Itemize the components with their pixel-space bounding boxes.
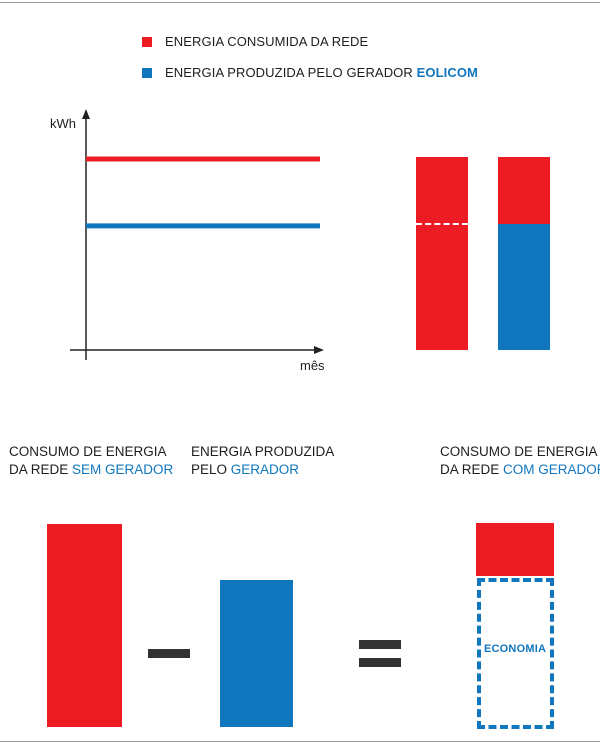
caption-without-accent: SEM GERADOR: [72, 462, 174, 477]
caption-with-generator: CONSUMO DE ENERGIA DA REDE COM GERADOR: [440, 443, 600, 479]
red-square-icon: [142, 36, 152, 47]
legend-item-consumed: ENERGIA CONSUMIDA DA REDE: [142, 34, 368, 49]
bar-energy-produced: [220, 580, 293, 727]
legend-item-produced: ENERGIA PRODUZIDA PELO GERADOR EOLICOM: [142, 65, 478, 80]
caption-produced-accent: GERADOR: [230, 462, 300, 477]
caption-without-line1: CONSUMO DE ENERGIA: [9, 444, 167, 459]
bar-with-generator-top-blue: [498, 224, 550, 350]
minus-sign-icon: [148, 649, 190, 658]
bar-without-generator-top: [416, 157, 468, 350]
legend-produced-text: ENERGIA PRODUZIDA PELO GERADOR: [165, 65, 417, 80]
caption-with-prefix: DA REDE: [440, 462, 504, 477]
bar-consumption-without-generator: [47, 524, 122, 727]
y-axis-arrow-icon: [82, 109, 90, 119]
caption-produced-prefix: PELO: [191, 462, 231, 477]
x-axis-label: mês: [300, 358, 325, 373]
bottom-border: [0, 741, 600, 742]
blue-square-icon: [142, 67, 152, 78]
y-axis-label: kWh: [50, 116, 76, 131]
line-chart: [70, 109, 324, 360]
x-axis-arrow-icon: [314, 346, 324, 354]
caption-produced-line1: ENERGIA PRODUZIDA: [191, 444, 335, 459]
legend-label-consumed: ENERGIA CONSUMIDA DA REDE: [165, 34, 369, 49]
savings-dashed-box: [477, 578, 554, 729]
bar-with-generator-top-red: [498, 157, 550, 224]
caption-with-line2: DA REDE COM GERADOR: [440, 461, 600, 479]
caption-without-generator: CONSUMO DE ENERGIA DA REDE SEM GERADOR: [9, 443, 173, 479]
bar-consumption-with-generator: [476, 523, 554, 576]
savings-label: ECONOMIA: [484, 643, 547, 655]
brand-name: EOLICOM: [416, 65, 478, 80]
threshold-dashed-line: [416, 223, 468, 225]
caption-produced-line2: PELO GERADOR: [191, 461, 334, 479]
top-border: [0, 2, 600, 3]
caption-without-prefix: DA REDE: [9, 462, 73, 477]
legend-label-produced: ENERGIA PRODUZIDA PELO GERADOR EOLICOM: [165, 65, 478, 80]
caption-with-accent: COM GERADOR: [503, 462, 600, 477]
caption-with-line1: CONSUMO DE ENERGIA: [440, 444, 598, 459]
equals-sign-bottom-icon: [359, 658, 401, 667]
equals-sign-top-icon: [359, 640, 401, 649]
caption-without-line2: DA REDE SEM GERADOR: [9, 461, 173, 479]
caption-produced: ENERGIA PRODUZIDA PELO GERADOR: [191, 443, 334, 479]
